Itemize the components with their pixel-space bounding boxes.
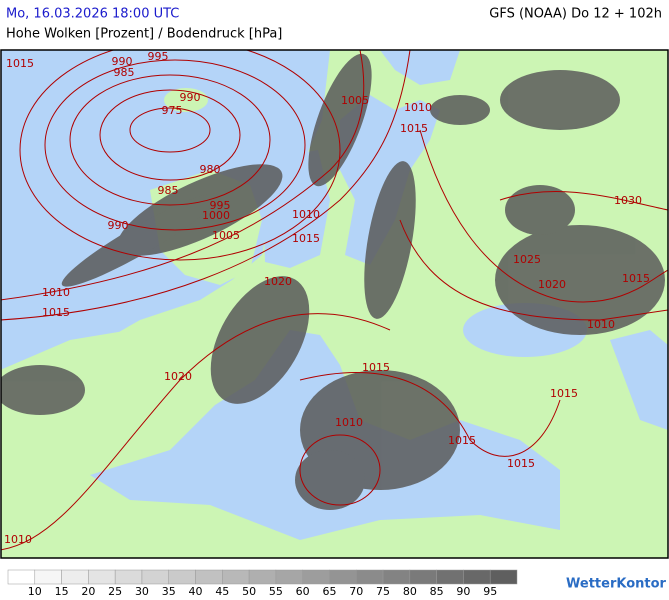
- isobar-label: 1015: [292, 232, 320, 245]
- legend-label: 70: [349, 585, 363, 598]
- isobar-label: 1025: [513, 253, 541, 266]
- legend-label: 90: [456, 585, 470, 598]
- legend-swatch: [222, 569, 250, 585]
- isobar-label: 1020: [264, 275, 292, 288]
- isobar-label: 1030: [614, 194, 642, 207]
- isobar-label: 1010: [292, 208, 320, 221]
- isobar-label: 1015: [6, 57, 34, 70]
- legend-label: 65: [322, 585, 336, 598]
- legend-label: 40: [189, 585, 203, 598]
- legend-label: 85: [430, 585, 444, 598]
- legend-swatch: [302, 569, 330, 585]
- legend-swatch: [436, 569, 464, 585]
- isobar-label: 1015: [42, 306, 70, 319]
- isobar-label: 995: [148, 50, 169, 63]
- isobar-label: 1010: [42, 286, 70, 299]
- legend-swatch: [7, 569, 36, 585]
- isobar-label: 1015: [448, 434, 476, 447]
- isobar-label: 1010: [404, 101, 432, 114]
- isobar-label: 1010: [587, 318, 615, 331]
- map-frame: [0, 49, 669, 559]
- legend-swatch: [382, 569, 411, 585]
- legend-label: 10: [28, 585, 42, 598]
- legend-label: 30: [135, 585, 149, 598]
- legend-label: 35: [162, 585, 176, 598]
- logo: WetterKontor: [566, 577, 667, 592]
- isobar-label: 1015: [507, 457, 535, 470]
- legend-swatch: [463, 569, 491, 585]
- legend-label: 80: [403, 585, 417, 598]
- isobar-label: 1010: [4, 533, 32, 546]
- map: [1, 50, 668, 558]
- date: Mo, 16.03.2026 18:00 UTC: [6, 7, 179, 22]
- isobar-label: 975: [162, 104, 183, 117]
- title: Hohe Wolken [Prozent] / Bodendruck [hPa]: [6, 27, 282, 42]
- isobar-label: 990: [108, 219, 129, 232]
- legend-label: 20: [81, 585, 95, 598]
- legend-label: 75: [376, 585, 390, 598]
- legend-label: 95: [483, 585, 497, 598]
- isobar-label: 990: [112, 55, 133, 68]
- isobar-label: 985: [114, 66, 135, 79]
- isobar-label: 1015: [400, 122, 428, 135]
- isobar-label: 985: [158, 184, 179, 197]
- legend-swatch: [88, 569, 116, 585]
- model: GFS (NOAA) Do 12 + 102h: [489, 7, 662, 22]
- legend-label: 25: [108, 585, 122, 598]
- isobar-label: 1000: [202, 209, 230, 222]
- isobar-label: 1020: [538, 278, 566, 291]
- isobar-label: 1020: [164, 370, 192, 383]
- isobar-label: 995: [210, 199, 231, 212]
- legend-swatch: [329, 569, 357, 585]
- legend-label: 55: [269, 585, 283, 598]
- isobar-label: 1015: [622, 272, 650, 285]
- legend-swatch: [195, 569, 223, 585]
- legend-swatch: [168, 569, 196, 585]
- legend-swatch: [409, 569, 437, 585]
- legend-swatch: [356, 569, 384, 585]
- legend-label: 60: [296, 585, 310, 598]
- legend-label: 15: [55, 585, 69, 598]
- isobar-label: 1010: [335, 416, 363, 429]
- legend-swatch: [275, 569, 303, 585]
- legend-swatch: [114, 569, 143, 585]
- isobar-label: 990: [180, 91, 201, 104]
- isobar-label: 1015: [550, 387, 578, 400]
- isobar-label: 980: [200, 163, 221, 176]
- legend-swatch: [61, 569, 89, 585]
- legend-swatch: [248, 569, 277, 585]
- legend-swatch: [489, 569, 518, 585]
- isobar-label: 1015: [362, 361, 390, 374]
- legend-swatch: [141, 569, 169, 585]
- legend-label: 45: [215, 585, 229, 598]
- isobar-label: 1005: [341, 94, 369, 107]
- legend-swatch: [34, 569, 62, 585]
- legend-label: 50: [242, 585, 256, 598]
- isobar-label: 1005: [212, 229, 240, 242]
